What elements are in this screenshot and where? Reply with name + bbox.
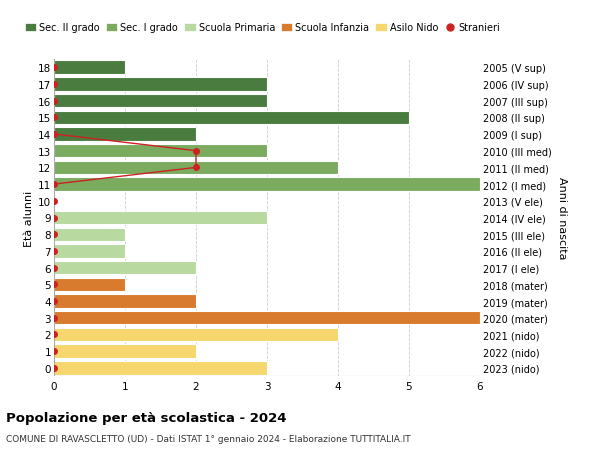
Y-axis label: Età alunni: Età alunni	[24, 190, 34, 246]
Bar	[54, 228, 125, 241]
Bar	[54, 95, 267, 108]
Text: COMUNE DI RAVASCLETTO (UD) - Dati ISTAT 1° gennaio 2024 - Elaborazione TUTTITALI: COMUNE DI RAVASCLETTO (UD) - Dati ISTAT …	[6, 434, 410, 443]
Bar	[54, 211, 267, 225]
Bar	[54, 78, 267, 91]
Bar	[54, 178, 480, 191]
Bar	[54, 278, 125, 291]
Bar	[54, 145, 267, 158]
Bar	[54, 245, 125, 258]
Bar	[54, 162, 338, 175]
Bar	[54, 112, 409, 125]
Bar	[54, 328, 338, 341]
Y-axis label: Anni di nascita: Anni di nascita	[557, 177, 567, 259]
Bar	[54, 62, 125, 75]
Bar	[54, 261, 196, 274]
Text: Popolazione per età scolastica - 2024: Popolazione per età scolastica - 2024	[6, 411, 287, 424]
Bar	[54, 128, 196, 141]
Bar	[54, 311, 480, 325]
Legend: Sec. II grado, Sec. I grado, Scuola Primaria, Scuola Infanzia, Asilo Nido, Stran: Sec. II grado, Sec. I grado, Scuola Prim…	[25, 23, 500, 34]
Bar	[54, 345, 196, 358]
Bar	[54, 295, 196, 308]
Bar	[54, 361, 267, 375]
